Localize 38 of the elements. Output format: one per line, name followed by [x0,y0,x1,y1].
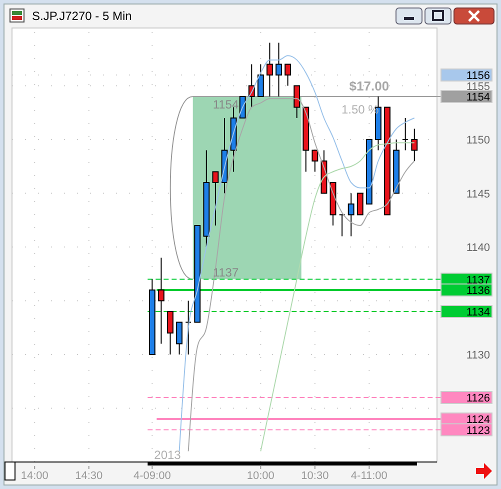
y-tick-label: 1155 [466,80,490,93]
candlestick [176,322,182,355]
candlestick [411,128,418,162]
x-tick-label: 14:30 [75,470,103,482]
x-tick-label: 4-11:00 [350,470,388,482]
x-tick-label: 4-09:00 [134,470,171,482]
candlestick [284,64,292,86]
x-tick-label: 10:00 [246,470,274,482]
ref-line-label: 1124 [466,414,490,426]
candlestick [266,42,273,97]
y-tick-label: 1130 [466,350,490,362]
y-tick-label: 1156 [466,70,490,82]
candlestick [348,192,354,237]
annotation: $17.00 [349,78,390,94]
x-tick-label: 14:00 [20,470,48,482]
ref-line-label: 1123 [466,424,490,437]
candlestick [257,64,264,97]
candlestick [167,311,174,355]
candlestick [312,150,318,172]
y-tick-label: 1140 [466,242,490,254]
candlestick [212,171,219,226]
candlestick [402,118,409,151]
ref-line-label: 1154 [466,92,490,104]
candlestick [276,42,282,97]
y-tick-label: 1145 [466,188,490,200]
ref-line-label: 1134 [466,306,490,318]
annotation: 2013 [154,448,182,462]
annotation: 1154 [212,98,239,112]
ref-line-label: 1126 [466,392,490,404]
ref-line-label: 1137 [466,274,490,286]
candlestick [294,85,300,118]
ref-line-label: 1136 [466,285,490,297]
y-tick-label: 1150 [466,134,490,146]
candlestick [356,192,364,216]
chart-title: S.JP.J7270 - 5 Min [32,9,132,23]
candlestick [158,257,164,344]
x-tick-label: 10:30 [301,470,329,482]
annotation: 1137 [212,265,239,280]
